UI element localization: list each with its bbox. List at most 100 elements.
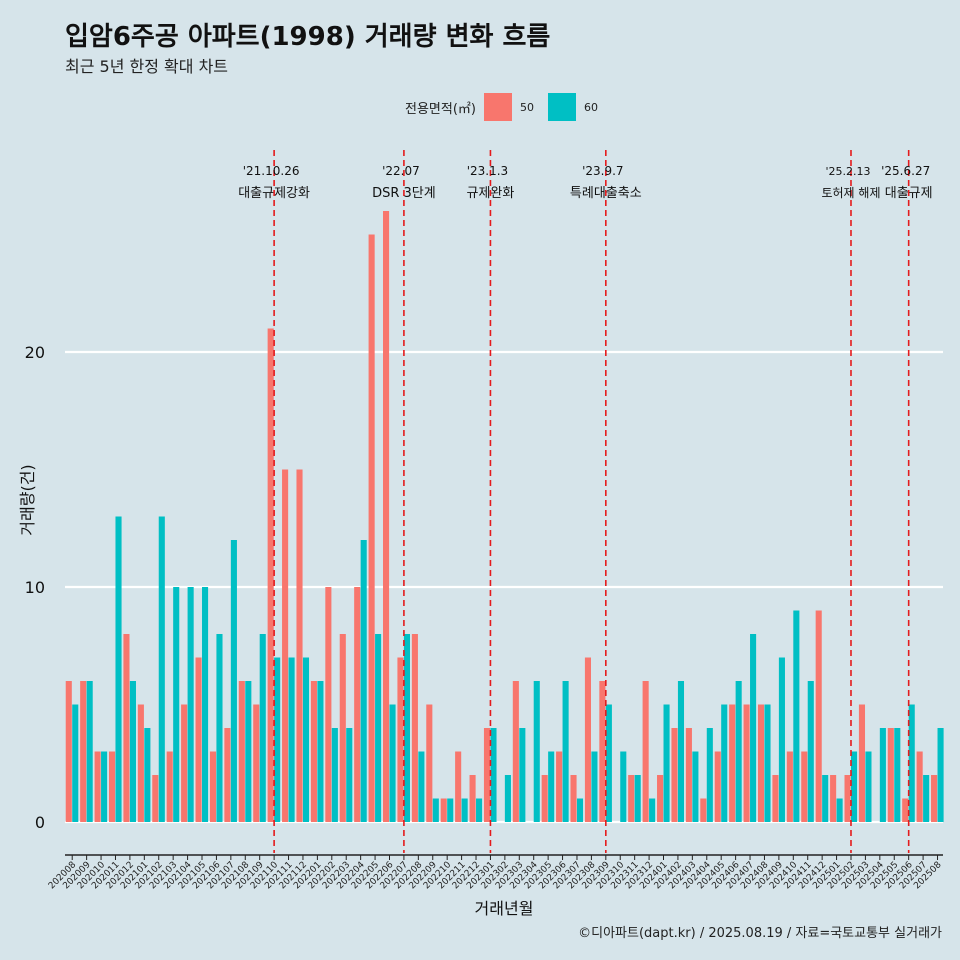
bar-60-202305 — [548, 751, 555, 822]
bar-60-202207 — [403, 634, 411, 822]
legend-title: 전용면적(㎡) — [405, 101, 476, 117]
bar-50-202202 — [325, 587, 332, 822]
bar-50-202008 — [65, 681, 72, 822]
bar-60-202105 — [202, 587, 209, 822]
event-date: '21.10.26 — [243, 164, 300, 178]
y-tick-label: 0 — [35, 813, 45, 832]
bar-50-202009 — [80, 681, 87, 822]
bar-50-202402 — [671, 728, 678, 822]
bar-60-202501 — [836, 798, 843, 822]
bar-60-202507 — [923, 775, 930, 822]
event-label: 특례대출축소 — [570, 186, 642, 201]
bar-50-202312 — [642, 681, 649, 822]
bar-50-202403 — [685, 728, 692, 822]
event-label: DSR 3단계 — [372, 186, 436, 201]
event-date: '23.9.7 — [582, 164, 623, 178]
bar-50-202507 — [916, 751, 923, 822]
bar-50-202112 — [296, 469, 303, 822]
bar-60-202104 — [187, 587, 194, 822]
legend: 전용면적(㎡) 50 60 — [405, 93, 612, 121]
bar-50-202010 — [94, 751, 101, 822]
chart-title: 입암6주공 아파트(1998) 거래량 변화 흐름 — [65, 22, 551, 52]
bar-60-202307 — [576, 798, 584, 822]
bar-60-202210 — [447, 798, 454, 822]
bar-50-202205 — [368, 234, 375, 822]
bar-50-202404 — [700, 798, 707, 822]
bar-60-202503 — [865, 751, 872, 822]
bar-60-202111 — [288, 657, 295, 822]
bar-60-202409 — [778, 657, 785, 822]
event-date: '22.07 — [382, 164, 420, 178]
bar-50-202503 — [858, 704, 866, 822]
bar-60-202204 — [360, 540, 367, 822]
y-tick-label: 20 — [25, 343, 45, 362]
bar-50-202203 — [339, 634, 346, 822]
bar-50-202508 — [931, 775, 938, 822]
bar-50-202101 — [137, 704, 144, 822]
bar-50-202106 — [209, 751, 217, 822]
bar-60-202502 — [850, 751, 858, 822]
y-axis-title: 거래량(건) — [18, 464, 37, 535]
bar-60-202209 — [432, 798, 439, 822]
bar-60-202504 — [879, 728, 886, 822]
bar-50-202208 — [411, 634, 418, 822]
bar-50-202502 — [844, 775, 851, 822]
bar-60-202107 — [230, 540, 237, 822]
bar-50-202207 — [397, 657, 404, 822]
bar-50-202309 — [599, 681, 606, 822]
bar-60-202309 — [605, 704, 612, 822]
event-label: 토허제 해제 — [821, 186, 880, 200]
bar-60-202408 — [764, 704, 771, 822]
bar-60-202201 — [317, 681, 324, 822]
legend-label-60: 60 — [583, 100, 598, 114]
bar-60-202306 — [562, 681, 569, 822]
bar-60-202407 — [750, 634, 757, 822]
bar-60-202402 — [677, 681, 685, 822]
bar-60-202310 — [620, 751, 627, 822]
event-date: '25.6.27 — [881, 164, 930, 178]
bar-50-202111 — [282, 469, 289, 822]
event-label: 대출규제 — [885, 186, 933, 201]
legend-swatch-60 — [547, 93, 576, 121]
bar-60-202212 — [476, 798, 483, 822]
bar-50-202406 — [729, 704, 736, 822]
bar-60-202403 — [692, 751, 699, 822]
bar-50-202212 — [469, 775, 476, 822]
bar-50-202104 — [181, 704, 188, 822]
chart-subtitle: 최근 5년 한정 확대 차트 — [65, 57, 229, 76]
bar-60-202206 — [389, 704, 396, 822]
bar-50-202103 — [166, 751, 173, 822]
bar-60-202304 — [533, 681, 540, 822]
bar-60-202410 — [793, 610, 800, 822]
bar-50-202204 — [354, 587, 361, 822]
event-date: '23.1.3 — [467, 164, 508, 178]
bar-60-202011 — [115, 516, 122, 822]
bar-60-202112 — [302, 657, 310, 822]
caption: ©디아파트(dapt.kr) / 2025.08.19 / 자료=국토교통부 실… — [578, 926, 942, 941]
bar-50-202012 — [123, 634, 130, 822]
bar-50-202409 — [772, 775, 779, 822]
bar-50-202301 — [483, 728, 491, 822]
bar-50-202102 — [152, 775, 159, 822]
bar-60-202506 — [908, 704, 915, 822]
bar-60-202302 — [504, 775, 511, 822]
bar-60-202202 — [331, 728, 338, 822]
bar-60-202412 — [822, 775, 829, 822]
bar-50-202105 — [195, 657, 202, 822]
bar-60-202108 — [245, 681, 252, 822]
bar-50-202107 — [224, 728, 231, 822]
bar-60-202401 — [663, 704, 670, 822]
bar-50-202401 — [657, 775, 664, 822]
legend-swatch-50 — [483, 93, 512, 121]
bar-60-202009 — [86, 681, 93, 822]
bar-50-202201 — [310, 681, 317, 822]
bar-50-202011 — [108, 751, 116, 822]
bar-60-202312 — [649, 798, 656, 822]
bar-50-202110 — [267, 328, 274, 822]
bar-60-202301 — [490, 728, 497, 822]
bar-50-202306 — [556, 751, 563, 822]
legend-label-50: 50 — [519, 100, 534, 114]
bar-60-202406 — [735, 681, 742, 822]
bar-50-202210 — [440, 798, 447, 822]
bar-50-202506 — [902, 798, 909, 822]
